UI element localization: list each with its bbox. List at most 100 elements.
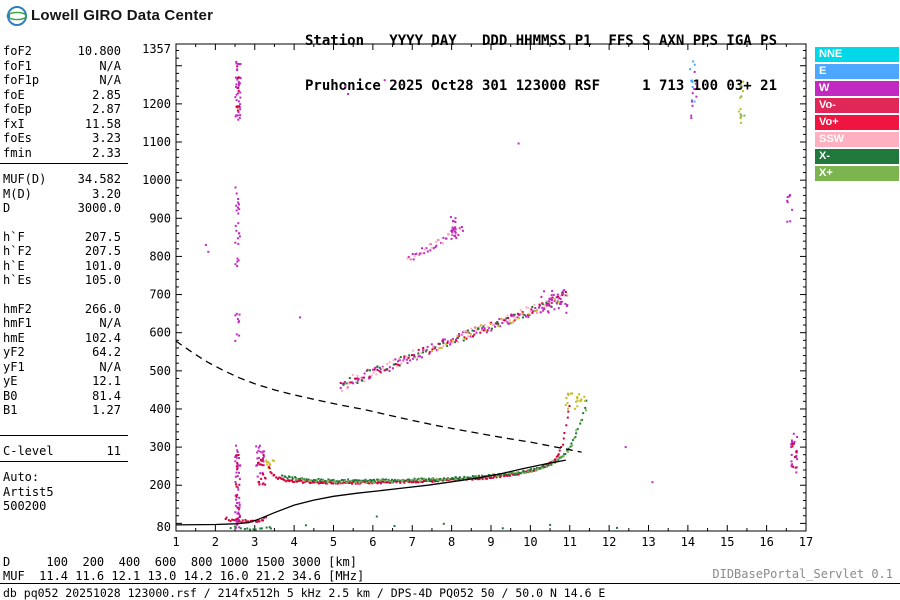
param-row-d: D 3000.0 (3, 201, 121, 215)
trace-hop3-column (449, 216, 458, 239)
trace-spread-col-top-red (235, 65, 240, 112)
param-row-500200: 500200 (3, 499, 47, 513)
param-row-ye: yE 12.1 (3, 374, 121, 388)
param-row-fxi: fxI 11.58 (3, 116, 121, 131)
footer-info: db pq052 20251028 123000.rsf / 214fx512h… (3, 586, 606, 600)
svg-text:1200: 1200 (142, 97, 171, 111)
distance-row: D 100 200 400 600 800 1000 1500 3000 [km… (3, 555, 358, 569)
giro-globe-logo (6, 6, 27, 26)
svg-text:300: 300 (149, 440, 171, 454)
param-row-hmf2: hmF2 266.0 (3, 301, 121, 316)
svg-text:500: 500 (149, 364, 171, 378)
param-row-foe: foE 2.85 (3, 87, 121, 102)
param-row-yf1: yF1 N/A (3, 359, 121, 374)
param-row-fof1p: foF1p N/A (3, 73, 121, 87)
svg-text:800: 800 (149, 249, 171, 263)
trace-spread-col-low (234, 444, 242, 529)
legend-item-nne: NNE (815, 47, 899, 62)
trace-noise-magenta (204, 79, 654, 484)
station-header-line1: Station YYYY DAY DDD HHMMSS P1 FFS S AXN… (305, 33, 778, 49)
svg-text:12: 12 (602, 535, 616, 549)
param-row-foep: foEp 2.87 (3, 102, 121, 116)
trace-cluster-15-yellow (738, 80, 745, 124)
svg-text:10: 10 (523, 535, 537, 549)
parameter-panel: foF2 10.800 foF1 N/A foF1p N/A foE 2.85 foEp 2.87… (0, 44, 128, 514)
svg-text:5: 5 (330, 535, 337, 549)
axis-labels: 1 2 3 4 5 6 7 8 9 10 11 12 13 14 15 16 17135712001100100… (142, 42, 813, 549)
trace-f-trace-x (281, 399, 588, 483)
svg-text:2: 2 (212, 535, 219, 549)
param-row-he: h`E 101.0 (3, 258, 121, 273)
trace-cluster-16-low-red (791, 442, 798, 469)
legend-item-x+: X+ (815, 166, 899, 181)
param-row-foes: foEs 3.23 (3, 131, 121, 145)
svg-text:900: 900 (149, 211, 171, 225)
trace-hop3-pink (406, 228, 462, 260)
param-row-fmin: fmin 2.33 (3, 145, 121, 160)
svg-text:80: 80 (157, 520, 171, 534)
servlet-version: DIDBasePortal_Servlet 0.1 (712, 567, 893, 581)
svg-text:15: 15 (720, 535, 734, 549)
trace-hop2-yellow (431, 294, 569, 353)
plot-frame (175, 43, 807, 532)
param-row-hme: hmE 102.4 (3, 330, 121, 345)
app-title: Lowell GIRO Data Center (31, 7, 214, 24)
param-row-hf: h`F 207.5 (3, 229, 121, 244)
trace-hop2-red (339, 291, 567, 385)
trace-cluster-14-magenta (690, 70, 698, 120)
panel-divider (0, 163, 128, 164)
svg-text:9: 9 (487, 535, 494, 549)
param-row-fof2: foF2 10.800 (3, 44, 121, 58)
trace-noise-green (304, 515, 618, 530)
trace-spread-col-mid (234, 312, 241, 342)
param-row-b1: B1 1.27 (3, 403, 121, 417)
svg-text:1: 1 (172, 535, 179, 549)
trace-spread-col-high (234, 186, 241, 268)
svg-text:1100: 1100 (142, 135, 171, 149)
legend-item-vo+: Vo+ (815, 115, 899, 130)
trace-f-cusp-red (257, 454, 267, 486)
svg-text:7: 7 (409, 535, 416, 549)
station-header-line2: Pruhonice 2025 Oct28 301 123000 RSF 1 71… (305, 78, 778, 94)
legend-item-w: W (815, 81, 899, 96)
line-muf-transmission-curve (175, 340, 582, 453)
trace-cluster-16-low (790, 432, 799, 474)
svg-text:8: 8 (448, 535, 455, 549)
svg-text:14: 14 (681, 535, 695, 549)
trace-cluster-14-blue (689, 60, 696, 103)
svg-text:4: 4 (291, 535, 298, 549)
param-row-clevel: C-level 11 (3, 443, 121, 458)
svg-text:3: 3 (251, 535, 258, 549)
svg-text:200: 200 (149, 478, 171, 492)
param-row-yf2: yF2 64.2 (3, 345, 121, 359)
trace-cluster-16-high (786, 194, 794, 223)
trace-riser-top-yellow (564, 392, 586, 410)
legend: NNE E W Vo- Vo+ SSW X- X+ (815, 47, 899, 183)
param-row-b0: B0 81.4 (3, 388, 121, 403)
param-row-md: M(D) 3.20 (3, 186, 121, 201)
legend-item-x-: X- (815, 149, 899, 164)
panel-divider (0, 461, 128, 462)
param-row-auto: Auto: (3, 470, 40, 484)
panel-divider (0, 434, 128, 436)
svg-text:1000: 1000 (142, 173, 171, 187)
param-row-artist5: Artist5 (3, 484, 54, 499)
svg-text:600: 600 (149, 326, 171, 340)
trace-cluster-15-green (739, 84, 746, 117)
param-row-hmf1: hmF1 N/A (3, 316, 121, 330)
svg-text:6: 6 (369, 535, 376, 549)
svg-text:11: 11 (563, 535, 577, 549)
line-true-height-profile (175, 459, 566, 526)
param-row-mufd: MUF(D) 34.582 (3, 172, 121, 186)
legend-item-ssw: SSW (815, 132, 899, 147)
svg-text:400: 400 (149, 402, 171, 416)
muf-row: MUF 11.4 11.6 12.1 13.0 14.2 16.0 21.2 3… (3, 569, 365, 583)
trace-f-trace-x-light (294, 409, 587, 484)
station-header: Station YYYY DAY DDD HHMMSS P1 FFS S AXN… (305, 4, 777, 124)
bottom-divider (0, 583, 900, 584)
svg-text:1357: 1357 (142, 42, 171, 56)
axis-ticks (175, 44, 807, 531)
trace-e-trace-green (229, 525, 272, 531)
